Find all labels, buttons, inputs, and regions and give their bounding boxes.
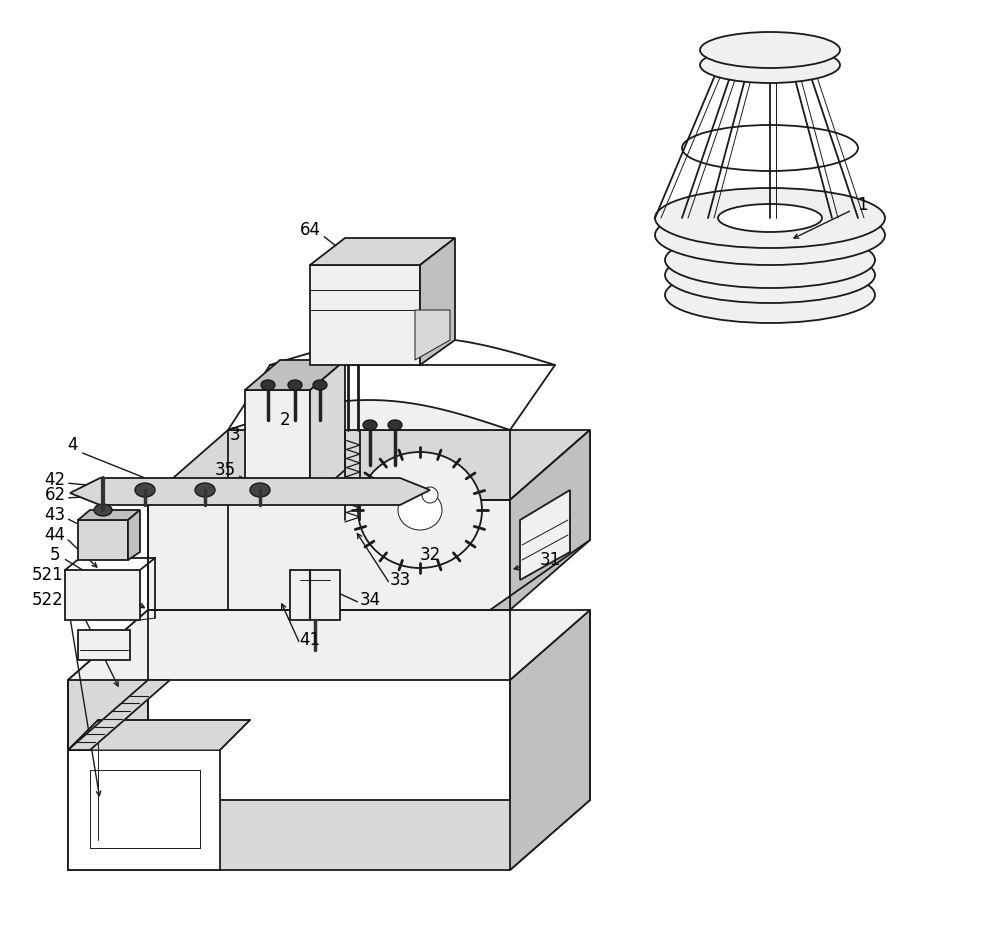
Polygon shape — [245, 360, 345, 390]
Text: 34: 34 — [359, 591, 381, 609]
Ellipse shape — [250, 483, 270, 497]
Ellipse shape — [94, 504, 112, 516]
Text: 32: 32 — [419, 546, 441, 564]
Polygon shape — [510, 430, 590, 610]
Ellipse shape — [700, 47, 840, 83]
Text: 41: 41 — [299, 631, 321, 649]
Polygon shape — [68, 750, 220, 870]
Text: 64: 64 — [300, 221, 320, 239]
Polygon shape — [65, 570, 140, 620]
Polygon shape — [78, 630, 130, 660]
Polygon shape — [78, 510, 140, 520]
Text: 4: 4 — [67, 436, 77, 454]
Polygon shape — [68, 720, 250, 750]
Polygon shape — [310, 360, 345, 500]
Ellipse shape — [363, 420, 377, 430]
Text: 31: 31 — [539, 551, 561, 569]
Polygon shape — [310, 238, 455, 265]
Polygon shape — [148, 500, 510, 610]
Polygon shape — [510, 610, 590, 870]
Ellipse shape — [665, 267, 875, 323]
Ellipse shape — [665, 232, 875, 288]
Ellipse shape — [398, 490, 442, 530]
Polygon shape — [78, 520, 128, 560]
Ellipse shape — [195, 483, 215, 497]
Polygon shape — [228, 400, 510, 430]
Polygon shape — [68, 610, 148, 870]
Text: 44: 44 — [44, 526, 66, 544]
Ellipse shape — [313, 380, 327, 390]
Text: 62: 62 — [44, 486, 66, 504]
Text: 522: 522 — [32, 591, 64, 609]
Polygon shape — [70, 478, 430, 505]
Text: 43: 43 — [44, 506, 66, 524]
Text: 5: 5 — [50, 546, 60, 564]
Polygon shape — [310, 265, 420, 365]
Polygon shape — [520, 490, 570, 580]
Text: 3: 3 — [230, 426, 240, 444]
Ellipse shape — [422, 487, 438, 503]
Polygon shape — [68, 800, 590, 870]
Polygon shape — [415, 310, 450, 360]
Ellipse shape — [288, 380, 302, 390]
Text: 33: 33 — [389, 571, 411, 589]
Ellipse shape — [655, 188, 885, 248]
Text: 521: 521 — [32, 566, 64, 584]
Polygon shape — [68, 610, 590, 680]
Ellipse shape — [261, 380, 275, 390]
Polygon shape — [490, 430, 590, 610]
Text: 42: 42 — [44, 471, 66, 489]
Polygon shape — [128, 510, 140, 560]
Ellipse shape — [700, 32, 840, 68]
Text: 2: 2 — [280, 411, 290, 429]
Text: 1: 1 — [857, 196, 867, 214]
Polygon shape — [245, 390, 310, 500]
Ellipse shape — [655, 205, 885, 265]
Polygon shape — [68, 680, 170, 750]
Ellipse shape — [135, 483, 155, 497]
Polygon shape — [290, 570, 340, 620]
Ellipse shape — [358, 452, 482, 568]
Ellipse shape — [388, 420, 402, 430]
Text: 35: 35 — [214, 461, 236, 479]
Ellipse shape — [665, 247, 875, 303]
Polygon shape — [148, 430, 590, 500]
Ellipse shape — [718, 204, 822, 232]
Polygon shape — [420, 238, 455, 365]
